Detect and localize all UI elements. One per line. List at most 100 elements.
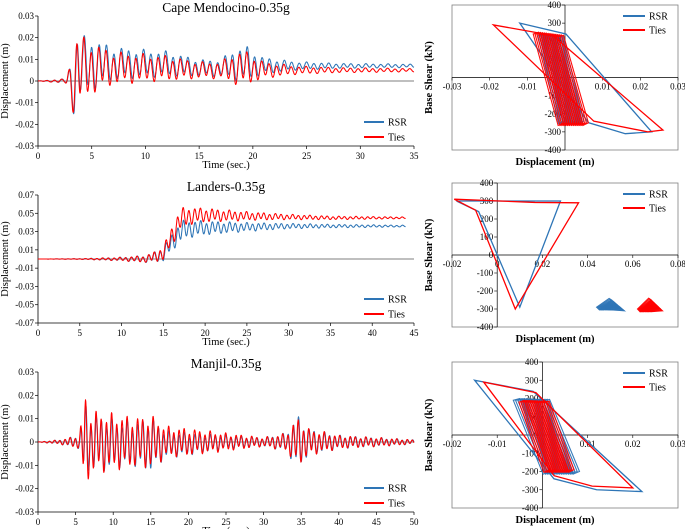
x-tick-label: 10 xyxy=(117,328,127,338)
y-axis-label: Base Shear (kN) xyxy=(424,398,435,471)
x-tick-label: 40 xyxy=(334,517,344,527)
y-tick-label: -0.03 xyxy=(15,507,34,517)
x-tick-label: 45 xyxy=(410,328,420,338)
y-tick-label: -100 xyxy=(522,448,539,458)
y-tick-label: 0.02 xyxy=(18,390,34,400)
x-tick-label: 0 xyxy=(36,328,41,338)
legend-label-rsr: RSR xyxy=(649,12,668,23)
hysteresis-loop-inner-ties xyxy=(555,34,588,127)
hysteresis-loop-inner-ties xyxy=(518,399,550,474)
y-axis-label: Displacement (m) xyxy=(0,221,11,297)
hysteresis-panel-3: -0.02 -0.01 0 0.01 0.02 0.03-400-300-200-1000… xyxy=(424,357,685,526)
legend-label-ties: Ties xyxy=(388,133,405,144)
x-axis-label: Displacement (m) xyxy=(515,515,595,526)
y-tick-label: -0.01 xyxy=(15,98,34,108)
x-tick-label: 30 xyxy=(356,151,366,161)
x-axis-label: Displacement (m) xyxy=(515,157,595,168)
x-tick-label: 0 xyxy=(36,151,41,161)
x-tick-label: 0.02 xyxy=(625,439,641,449)
x-tick-label: 10 xyxy=(141,151,151,161)
y-tick-label: -0.01 xyxy=(15,263,34,273)
x-tick-label: -0.01 xyxy=(518,82,537,92)
y-tick-label: 400 xyxy=(548,0,562,10)
y-tick-label: 0.01 xyxy=(18,414,34,424)
timehistory-panel-3: Manjil-0.35g 0 5 10 15 20 25 30 35 40 45 50 -0.03 -0.… xyxy=(0,356,419,529)
x-axis-label: Time (sec.) xyxy=(202,160,250,171)
x-tick-label: 35 xyxy=(410,151,420,161)
hysteresis-loop-inner-ties xyxy=(539,400,571,474)
x-tick-label: 15 xyxy=(146,517,156,527)
y-tick-label: -400 xyxy=(477,322,494,332)
x-tick-label: -0.02 xyxy=(443,439,462,449)
x-axis-label: Displacement (m) xyxy=(515,334,595,345)
y-axis-label: Base Shear (kN) xyxy=(424,218,435,291)
x-tick-label: -0.02 xyxy=(480,82,499,92)
y-tick-label: -100 xyxy=(545,91,562,101)
y-tick-label: -400 xyxy=(522,503,539,513)
x-tick-label: 40 xyxy=(368,328,378,338)
hysteresis-loop-inner-ties xyxy=(529,400,562,474)
hysteresis-loop-inner-ties xyxy=(557,34,590,127)
legend-label-ties: Ties xyxy=(388,499,405,510)
x-tick-label: 0.06 xyxy=(625,259,641,269)
y-tick-label: -0.03 xyxy=(15,281,34,291)
y-tick-label: -0.02 xyxy=(15,484,34,494)
x-tick-label: -0.01 xyxy=(488,439,507,449)
hysteresis-loop-outer-ties xyxy=(453,198,580,311)
y-tick-label: 0 xyxy=(30,437,35,447)
series-line-rsr xyxy=(37,219,406,263)
y-tick-label: -0.02 xyxy=(15,119,34,129)
hysteresis-loop-inner-rsr xyxy=(595,297,613,311)
y-tick-label: 0.07 xyxy=(18,190,34,200)
y-tick-label: -0.07 xyxy=(15,318,34,328)
x-tick-label: 5 xyxy=(78,328,83,338)
y-tick-label: 0.01 xyxy=(18,245,34,255)
series-line-ties xyxy=(37,206,406,263)
y-tick-label: 400 xyxy=(480,178,494,188)
hysteresis-loop-outer-ties xyxy=(482,381,635,489)
x-tick-label: 35 xyxy=(326,328,336,338)
y-tick-label: 0.03 xyxy=(18,227,34,237)
hysteresis-loop-outer-rsr xyxy=(518,22,653,135)
y-tick-label: 0 xyxy=(30,76,35,86)
series-line-rsr xyxy=(37,35,415,115)
x-tick-label: 0.08 xyxy=(670,259,685,269)
y-tick-label: 0.01 xyxy=(18,54,34,64)
series-line-ties xyxy=(37,399,415,480)
chart-title: Landers-0.35g xyxy=(187,179,266,194)
x-tick-label: 30 xyxy=(284,328,294,338)
x-tick-label: 25 xyxy=(302,151,312,161)
x-tick-label: 10 xyxy=(109,517,119,527)
y-tick-label: -400 xyxy=(545,145,562,155)
x-tick-label: 30 xyxy=(259,517,269,527)
y-axis-label: Displacement (m) xyxy=(0,404,11,480)
y-tick-label: 400 xyxy=(525,357,539,367)
y-tick-label: 300 xyxy=(525,375,539,385)
legend-label-ties: Ties xyxy=(649,204,666,215)
legend-label-rsr: RSR xyxy=(388,295,407,306)
legend-label-ties: Ties xyxy=(649,26,666,37)
x-tick-label: 45 xyxy=(372,517,382,527)
y-axis-label: Base Shear (kN) xyxy=(424,41,435,114)
hysteresis-panel-2: -0.02 0 0.02 0.04 0.06 0.08-400-300-200-10001… xyxy=(424,178,685,345)
legend-label-ties: Ties xyxy=(388,310,405,321)
x-tick-label: -0.02 xyxy=(443,259,462,269)
x-tick-label: 15 xyxy=(195,151,205,161)
y-tick-label: -300 xyxy=(477,304,494,314)
timehistory-panel-2: Landers-0.35g 0 5 10 15 20 25 30 35 40 45 -0.07 -0.0… xyxy=(0,179,419,348)
x-tick-label: 0.03 xyxy=(670,439,685,449)
y-tick-label: -100 xyxy=(477,268,494,278)
x-tick-label: 20 xyxy=(201,328,211,338)
hysteresis-loop-inner-ties xyxy=(553,34,586,127)
y-tick-label: 300 xyxy=(548,18,562,28)
y-tick-label: 0.03 xyxy=(18,367,34,377)
hysteresis-panel-1: -0.03 -0.02 -0.01 0 0.01 0.02 0.03-400-300-200… xyxy=(424,0,685,168)
x-axis-label: Time (sec.) xyxy=(202,337,250,348)
y-tick-label: 0.05 xyxy=(18,208,34,218)
x-tick-label: -0.03 xyxy=(443,82,462,92)
legend-label-rsr: RSR xyxy=(649,190,668,201)
legend-label-rsr: RSR xyxy=(388,484,407,495)
x-tick-label: 25 xyxy=(242,328,252,338)
y-tick-label: -0.03 xyxy=(15,141,34,151)
x-tick-label: 15 xyxy=(159,328,169,338)
